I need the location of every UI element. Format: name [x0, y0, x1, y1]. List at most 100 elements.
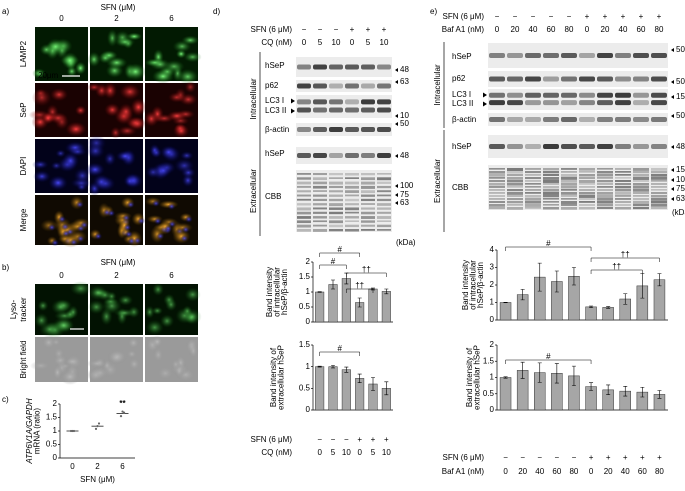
point	[96, 425, 99, 428]
cell	[149, 143, 160, 157]
cell	[34, 312, 49, 328]
treatment-label: SFN (6 μM)	[443, 12, 485, 21]
band	[615, 117, 631, 122]
y-tick-label: 1	[490, 298, 495, 307]
band	[377, 173, 391, 175]
band	[297, 190, 311, 193]
nucleus	[153, 217, 162, 225]
treatment-value: −	[567, 12, 572, 21]
blot	[488, 89, 668, 110]
nucleus	[58, 215, 67, 223]
marker-label: 48	[676, 142, 685, 151]
band	[361, 99, 375, 105]
band-label: LC3 II	[452, 99, 473, 108]
cell	[184, 81, 197, 94]
band	[579, 195, 595, 198]
bar	[341, 278, 351, 323]
band	[361, 194, 375, 197]
band	[297, 229, 311, 232]
blot	[296, 95, 392, 118]
cell	[86, 82, 102, 92]
treatment-value: −	[531, 12, 536, 21]
band	[361, 220, 375, 223]
row-label: Merge	[19, 208, 28, 231]
band	[489, 204, 505, 207]
nucleus	[127, 237, 136, 245]
band	[507, 76, 523, 82]
cell	[167, 110, 187, 122]
nucleus	[152, 199, 161, 207]
cell	[168, 92, 186, 103]
band	[313, 181, 327, 185]
band	[489, 174, 505, 177]
y-tick-label: 1	[490, 373, 495, 382]
cell	[124, 175, 136, 187]
band	[345, 224, 359, 228]
band	[329, 173, 343, 176]
cell	[113, 308, 136, 318]
band	[361, 173, 375, 176]
blot	[296, 57, 392, 77]
significance-bracket	[590, 257, 660, 262]
cell	[85, 143, 106, 159]
treatment-value: 20	[601, 25, 610, 34]
band	[507, 100, 523, 106]
marker-label: 10	[400, 111, 409, 120]
y-axis-label: Band intensity of	[269, 347, 278, 407]
marker-label: 50	[676, 111, 685, 120]
cell	[181, 35, 200, 45]
marker-arrow	[395, 201, 398, 205]
band	[597, 183, 613, 185]
y-tick-label: 1	[306, 287, 311, 296]
band	[313, 220, 327, 223]
cell	[118, 103, 134, 121]
band	[329, 220, 343, 224]
nucleus	[181, 226, 190, 234]
band	[543, 144, 559, 149]
band	[579, 180, 595, 183]
band	[543, 195, 559, 198]
band	[579, 207, 595, 210]
treatment-value: +	[366, 25, 371, 34]
cell	[115, 150, 135, 162]
band	[507, 189, 523, 192]
error-bar	[606, 384, 611, 396]
band	[525, 207, 541, 209]
band	[377, 216, 391, 219]
band	[633, 192, 649, 195]
treatment-label: SFN (6 μM)	[251, 25, 293, 34]
band	[345, 203, 359, 206]
arrow	[291, 108, 295, 114]
band	[615, 192, 631, 195]
marker-arrow	[395, 193, 398, 197]
cell	[55, 149, 66, 158]
y-axis-label: Band intensity	[461, 260, 470, 310]
band	[615, 204, 631, 207]
nucleus	[69, 238, 78, 246]
unit-label: (kDa)	[672, 208, 685, 217]
y-tick-label: 2	[490, 280, 495, 289]
cell	[85, 162, 105, 177]
cell	[119, 83, 141, 100]
band	[633, 144, 649, 149]
y-tick-label: 0	[306, 405, 311, 414]
y-tick-label: 0.5	[299, 302, 311, 311]
treatment-value: 0	[350, 38, 355, 47]
bar	[602, 307, 614, 321]
nucleus	[75, 201, 84, 209]
significance-label: **	[119, 399, 126, 408]
y-tick-label: 2	[306, 257, 311, 266]
band	[489, 183, 505, 186]
band	[597, 53, 613, 58]
treatment-value: +	[657, 12, 662, 21]
band	[543, 186, 559, 189]
x-row-value: 0	[357, 448, 362, 457]
cell	[70, 281, 92, 296]
cell	[48, 175, 68, 191]
band	[579, 183, 595, 185]
band	[597, 204, 613, 207]
band	[543, 177, 559, 180]
band	[543, 171, 559, 174]
band	[543, 117, 559, 122]
band	[633, 186, 649, 189]
